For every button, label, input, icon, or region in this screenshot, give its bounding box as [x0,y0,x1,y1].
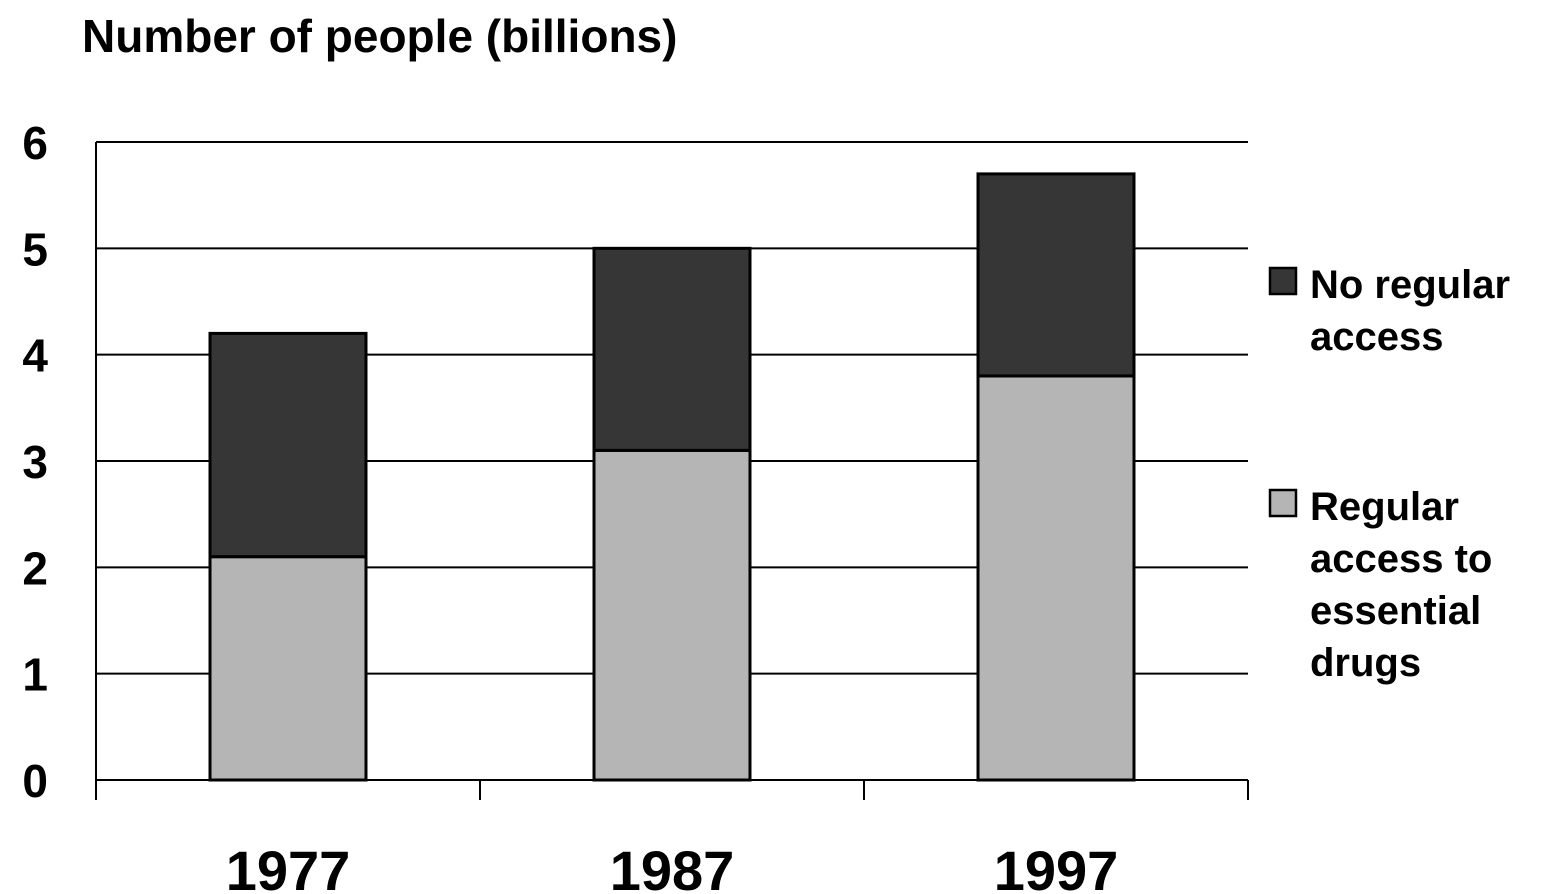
bar-1987-no-regular-access [592,246,752,452]
bar-1987-regular-access-to-essential-drugs [592,448,752,782]
bars [208,172,1136,782]
axes [95,142,1249,800]
legend-label-line: access to [1310,537,1492,581]
y-tick-label-2: 2 [22,542,48,594]
legend-label-line: Regular [1310,485,1459,529]
legend-swatch-regular-access-to-essential-drugs [1268,488,1298,518]
legend-label-line: No regular [1310,263,1510,307]
y-tick-label-0: 0 [22,755,48,807]
legend-label-line: access [1310,315,1443,359]
chart-title: Number of people (billions) [82,10,677,62]
x-tick-label-1987: 1987 [610,839,735,894]
legend: No regular access Regular access to essentia… [1268,263,1510,685]
legend-label-line: drugs [1310,641,1421,685]
x-axis-tick-labels: 1977 1987 1997 [226,839,1119,894]
bar-1977-regular-access-to-essential-drugs [208,555,368,782]
y-tick-label-3: 3 [22,436,48,488]
y-tick-label-4: 4 [22,330,48,382]
y-axis-tick-labels: 0 1 2 3 4 5 6 [22,117,48,807]
legend-label-line: essential [1310,589,1481,633]
x-tick-label-1997: 1997 [994,839,1119,894]
legend-swatch-no-regular-access [1268,266,1298,296]
y-tick-label-6: 6 [22,117,48,169]
bar-1997-no-regular-access [976,172,1136,378]
legend-label-regular-access-to-essential-drugs: Regular access to essential drugs [1310,485,1492,685]
y-tick-label-5: 5 [22,223,48,275]
bar-1977-no-regular-access [208,331,368,559]
bar-1997-regular-access-to-essential-drugs [976,374,1136,782]
x-tick-label-1977: 1977 [226,839,351,894]
legend-label-no-regular-access: No regular access [1310,263,1510,359]
y-tick-label-1: 1 [22,649,48,701]
